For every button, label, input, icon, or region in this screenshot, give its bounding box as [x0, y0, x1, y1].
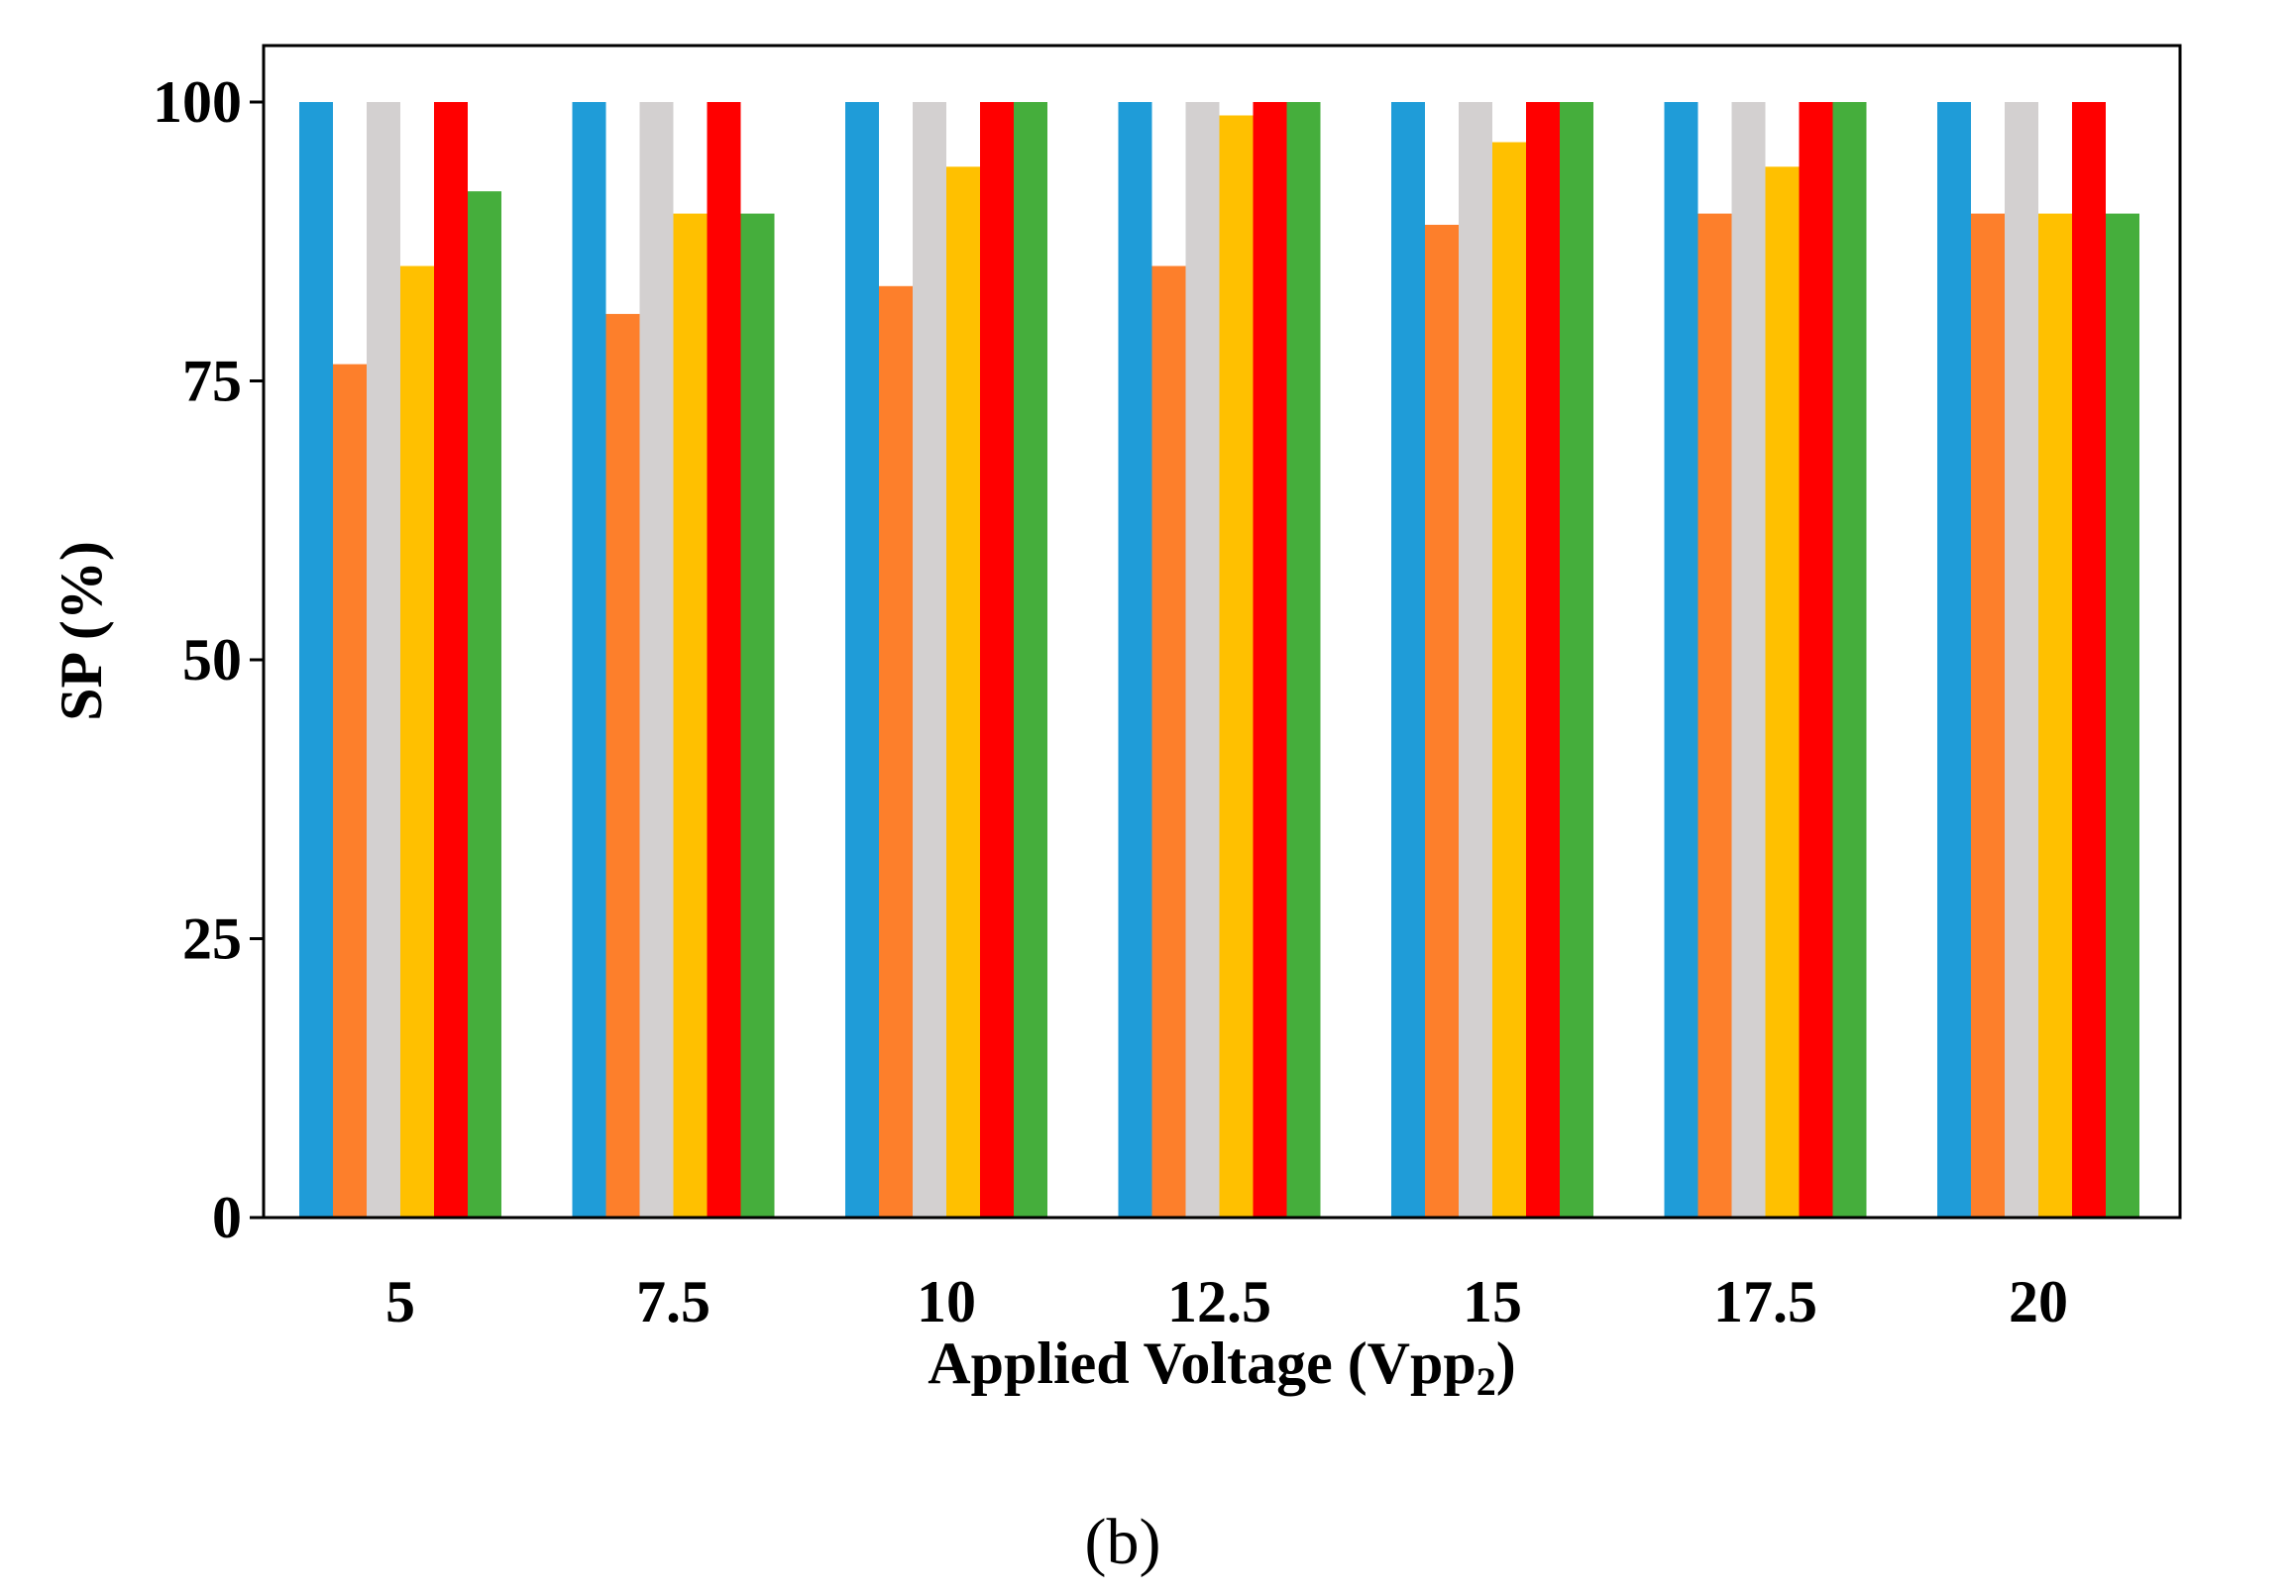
bars-group [299, 102, 2139, 1219]
x-tick-label: 10 [917, 1269, 976, 1334]
y-tick-label: 25 [182, 906, 242, 972]
bar-s2-10 [879, 285, 913, 1218]
y-tick-label: 0 [212, 1185, 242, 1250]
x-tick-label: 20 [2009, 1269, 2068, 1334]
x-axis-title: Applied Voltage (Vpp2) [928, 1330, 1515, 1404]
bar-s5-12_5 [1253, 102, 1287, 1218]
x-axis: 5 7.5 10 12.5 15 17.5 20 [385, 1269, 2068, 1334]
bar-s6-5 [468, 191, 501, 1219]
bar-s6-7_5 [740, 213, 775, 1219]
x-tick-label: 5 [385, 1269, 415, 1334]
bar-s6-12_5 [1286, 102, 1321, 1218]
bar-s6-17_5 [1832, 102, 1867, 1218]
bar-s2-7_5 [605, 313, 640, 1218]
bar-s2-17_5 [1697, 213, 1732, 1219]
plot-frame [262, 44, 2182, 1220]
bar-s1-10 [845, 102, 879, 1218]
bar-s6-20 [2106, 213, 2139, 1219]
y-axis: 0 25 50 75 100 [153, 69, 264, 1250]
x-tick-label: 17.5 [1713, 1269, 1817, 1334]
x-tick-label: 15 [1463, 1269, 1522, 1334]
bar-s6-10 [1014, 102, 1047, 1218]
x-tick-label: 12.5 [1167, 1269, 1271, 1334]
bar-s5-20 [2072, 102, 2106, 1218]
bar-s3-5 [367, 102, 400, 1218]
bar-s3-12_5 [1185, 102, 1220, 1218]
bar-s5-17_5 [1799, 102, 1833, 1218]
bar-s3-17_5 [1731, 102, 1766, 1218]
bar-s4-10 [946, 166, 980, 1218]
bar-s2-12_5 [1151, 266, 1186, 1218]
bar-s5-5 [434, 102, 468, 1218]
figure-caption: (b) [1085, 1506, 1161, 1578]
x-axis-title-suffix: ) [1496, 1330, 1516, 1396]
y-tick-label: 75 [182, 349, 242, 414]
bar-s3-10 [913, 102, 946, 1218]
y-tick-label: 50 [182, 627, 242, 692]
bar-s5-15 [1526, 102, 1560, 1218]
bar-s1-5 [299, 102, 333, 1218]
bar-s4-20 [2038, 213, 2072, 1219]
bar-s3-7_5 [639, 102, 674, 1218]
bar-s4-5 [400, 266, 434, 1218]
bar-s1-7_5 [572, 102, 606, 1218]
x-axis-title-subscript: 2 [1476, 1359, 1496, 1404]
bar-s1-15 [1391, 102, 1425, 1218]
bar-s4-17_5 [1765, 166, 1800, 1218]
bar-s2-20 [1971, 213, 2005, 1219]
bar-s1-17_5 [1664, 102, 1698, 1218]
x-axis-title-main: Applied Voltage (Vpp [928, 1330, 1476, 1396]
y-axis-title: SP (%) [49, 541, 114, 721]
bar-s1-20 [1937, 102, 1971, 1218]
bar-s2-5 [333, 364, 367, 1219]
bar-s4-15 [1492, 142, 1526, 1218]
bar-s6-15 [1560, 102, 1593, 1218]
bar-s5-7_5 [707, 102, 741, 1218]
bar-s4-7_5 [673, 213, 708, 1219]
bar-s4-12_5 [1219, 115, 1254, 1218]
bar-s3-15 [1459, 102, 1492, 1218]
bar-s5-10 [980, 102, 1014, 1218]
bar-s2-15 [1425, 224, 1459, 1218]
bar-s3-20 [2005, 102, 2038, 1218]
bar-s1-12_5 [1118, 102, 1152, 1218]
x-tick-label: 7.5 [636, 1269, 711, 1334]
y-tick-label: 100 [153, 69, 242, 135]
